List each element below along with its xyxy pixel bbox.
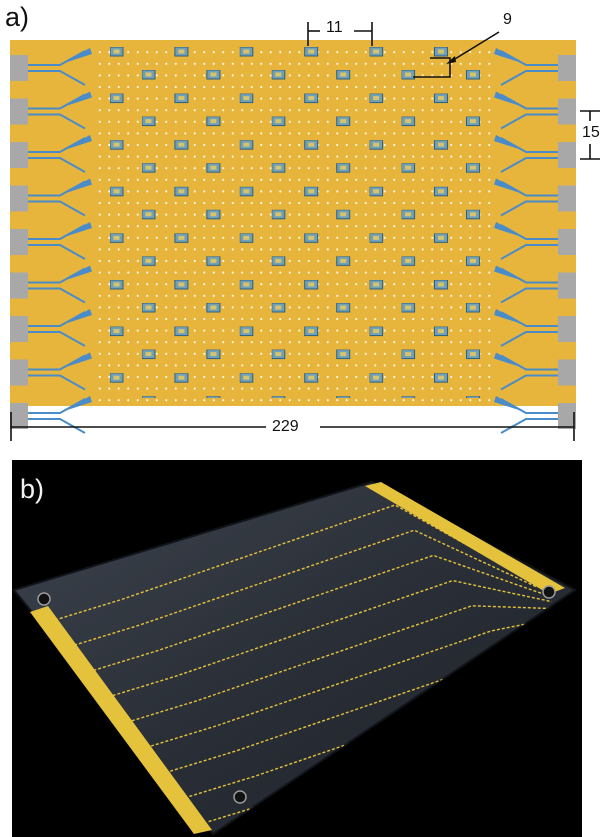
- connector-pad: [558, 403, 576, 429]
- trace: [131, 605, 559, 722]
- left-feed-network: [10, 48, 92, 434]
- connector-pad: [10, 316, 28, 342]
- connector-pad: [558, 98, 576, 125]
- feed-line: [28, 244, 86, 260]
- panel-b-label: b): [20, 474, 45, 504]
- feed-line: [500, 157, 558, 173]
- feed-line: [500, 70, 558, 86]
- feed-line: [500, 287, 558, 304]
- feed-line: [500, 200, 558, 217]
- connector-pad: [558, 229, 576, 255]
- connector-pad: [558, 185, 576, 212]
- connector-pad: [558, 316, 576, 342]
- taper: [494, 135, 528, 152]
- mount-hole: [542, 585, 556, 599]
- feed-line: [28, 200, 86, 217]
- connector-pad: [558, 359, 576, 386]
- taper: [494, 48, 528, 65]
- pitch-y-dimension: [580, 110, 600, 160]
- trace: [54, 504, 531, 621]
- feed-line: [28, 157, 86, 173]
- taper: [494, 91, 528, 109]
- element-size-dimension: [413, 31, 500, 78]
- array-layout-render: [10, 22, 600, 441]
- board-width-dimension: [10, 412, 575, 441]
- panel-a-label: a): [5, 2, 30, 32]
- feed-line: [28, 113, 86, 130]
- taper: [58, 178, 92, 196]
- taper: [58, 265, 92, 283]
- taper: [58, 396, 92, 413]
- pitch-x-dimension: [307, 22, 373, 46]
- taper: [58, 135, 92, 152]
- feed-line: [28, 418, 86, 434]
- gold-edge-connector-right: [365, 482, 565, 594]
- connector-pad: [10, 55, 28, 81]
- feed-line: [28, 374, 86, 391]
- feed-line: [28, 331, 86, 347]
- pitch-x-label: 11: [326, 19, 343, 36]
- feed-line: [500, 244, 558, 260]
- radiating-elements-row-b: [140, 68, 500, 398]
- connector-pad: [558, 142, 576, 168]
- connector-pad: [10, 272, 28, 299]
- taper: [494, 352, 528, 370]
- feed-line: [500, 374, 558, 391]
- feed-line: [500, 331, 558, 347]
- feed-line: [28, 287, 86, 304]
- connector-pad: [10, 185, 28, 212]
- taper: [494, 396, 528, 413]
- fabricated-board-photo: [12, 460, 582, 837]
- taper: [494, 309, 528, 326]
- taper: [494, 222, 528, 239]
- taper: [58, 352, 92, 370]
- taper: [494, 178, 528, 196]
- taper: [494, 265, 528, 283]
- trace: [73, 529, 538, 646]
- connector-pad: [558, 55, 576, 81]
- trace: [93, 554, 545, 672]
- taper: [58, 309, 92, 326]
- feed-line: [500, 113, 558, 130]
- pitch-y-label: 15: [582, 124, 600, 141]
- board-width-label: 229: [272, 418, 299, 435]
- feed-line: [28, 70, 86, 86]
- connector-pad: [558, 272, 576, 299]
- taper: [58, 91, 92, 109]
- connector-pad: [10, 142, 28, 168]
- connector-pad: [10, 98, 28, 125]
- taper: [58, 48, 92, 65]
- connector-pad: [10, 229, 28, 255]
- element-size-label: 9: [503, 11, 512, 28]
- mount-hole: [233, 790, 247, 804]
- feed-line: [500, 418, 558, 434]
- connector-pad: [10, 359, 28, 386]
- right-feed-network: [494, 48, 576, 434]
- taper: [58, 222, 92, 239]
- mount-hole: [37, 592, 51, 606]
- connector-pad: [10, 403, 28, 429]
- gold-edge-connector-left: [30, 606, 212, 834]
